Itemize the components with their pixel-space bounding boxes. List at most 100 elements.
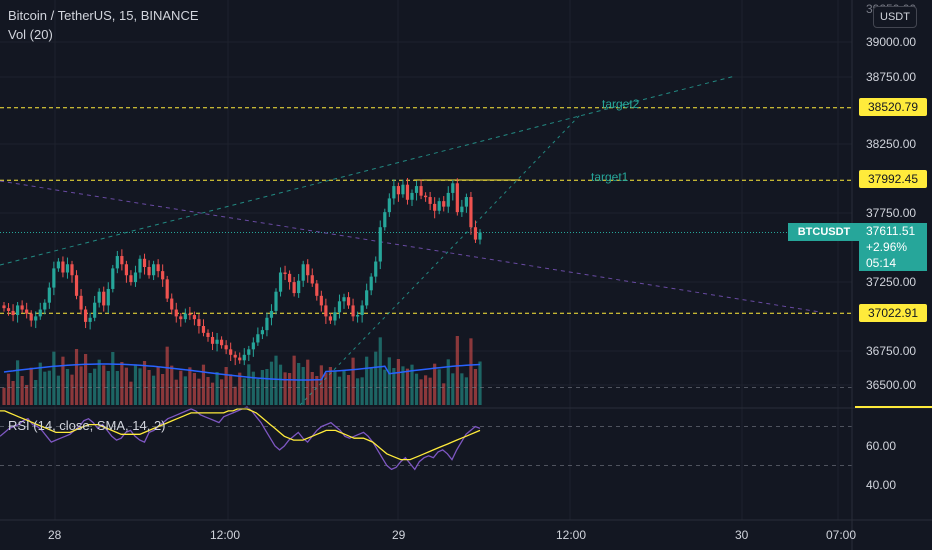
candle-body xyxy=(215,339,219,344)
candle-body xyxy=(442,201,446,207)
volume-bar xyxy=(147,370,151,405)
volume-bar xyxy=(197,378,201,405)
volume-bar xyxy=(460,373,464,405)
volume-bar xyxy=(401,366,405,405)
candle-body xyxy=(197,319,201,327)
volume-bar xyxy=(365,356,369,405)
candle-body xyxy=(278,272,283,292)
price-tick: 37750.00 xyxy=(866,206,917,220)
candle-body xyxy=(2,305,6,309)
target2-price-tag[interactable]: 38520.79 xyxy=(859,98,927,116)
volume-bar xyxy=(192,373,196,405)
candle-body xyxy=(464,197,468,207)
volume-bar xyxy=(337,376,342,405)
candle-body xyxy=(369,276,373,291)
candle-body xyxy=(328,316,332,321)
volume-bar xyxy=(319,365,323,405)
candle-body xyxy=(383,212,387,228)
volume-bar xyxy=(79,366,83,405)
volume-bar xyxy=(179,370,183,405)
candle-body xyxy=(256,334,260,343)
volume-bar xyxy=(129,381,133,405)
volume-bar xyxy=(301,367,305,405)
rsi-line xyxy=(0,406,481,471)
volume-bar xyxy=(464,377,468,405)
candle-body xyxy=(337,301,342,313)
volume-bar xyxy=(455,336,459,405)
candle-body xyxy=(238,357,242,361)
candle-body xyxy=(351,305,355,317)
candle-body xyxy=(70,264,74,276)
candle-body xyxy=(251,342,255,350)
candle-body xyxy=(378,227,382,262)
volume-bar xyxy=(351,357,355,405)
candle-body xyxy=(301,264,305,281)
symbol-price-label: BTCUSDT xyxy=(788,223,860,241)
support-price-tag[interactable]: 37022.91 xyxy=(859,304,927,322)
volume-bar xyxy=(346,375,351,405)
volume-bar xyxy=(446,359,450,405)
volume-bar xyxy=(115,371,119,405)
candle-body xyxy=(84,309,88,322)
volume-bar xyxy=(324,372,328,405)
volume-bar xyxy=(142,361,147,405)
rsi-sma-line xyxy=(0,408,481,461)
candle-body xyxy=(333,312,337,321)
candle-body xyxy=(387,198,391,213)
candle-body xyxy=(29,313,33,321)
volume-bar xyxy=(34,380,38,405)
time-label: 29 xyxy=(392,528,406,542)
volume-bar xyxy=(242,378,246,405)
candle-body xyxy=(156,264,160,272)
candle-body xyxy=(97,291,101,303)
volume-bar xyxy=(328,367,332,405)
volume-bar xyxy=(274,355,278,405)
candle-body xyxy=(93,302,97,318)
volume-bar xyxy=(333,371,337,405)
candle-body xyxy=(34,316,38,321)
rsi-tick: 60.00 xyxy=(866,439,897,453)
target1-price-tag[interactable]: 37992.45 xyxy=(859,170,927,188)
candle-body xyxy=(428,197,432,204)
volume-bar xyxy=(111,352,115,405)
candle-body xyxy=(201,326,206,333)
volume-bar xyxy=(414,373,419,405)
volume-bar xyxy=(52,351,56,405)
candle-body xyxy=(460,206,464,213)
candle-body xyxy=(52,268,56,288)
volume-bar xyxy=(38,362,42,405)
volume-bar xyxy=(120,362,124,405)
target2-annotation[interactable]: target2 xyxy=(602,97,640,111)
currency-button[interactable]: USDT xyxy=(873,6,917,28)
candle-body xyxy=(11,310,15,316)
symbol-title: Bitcoin / TetherUS, 15, BINANCE xyxy=(8,8,199,23)
volume-bar xyxy=(170,365,174,405)
volume-bar xyxy=(156,366,160,405)
projection-line xyxy=(299,114,581,406)
candle-body xyxy=(265,317,269,331)
rsi-indicator-label[interactable]: RSI (14, close, SMA, 14, 2) xyxy=(8,418,166,433)
candle-body xyxy=(16,305,20,316)
candle-body xyxy=(120,256,124,265)
volume-bar xyxy=(369,367,373,405)
candle-body xyxy=(147,267,151,276)
volume-bar xyxy=(451,373,455,405)
candle-body xyxy=(106,288,110,306)
time-label: 07:00 xyxy=(826,528,857,542)
volume-bar xyxy=(437,369,441,405)
candle-body xyxy=(319,295,323,306)
volume-bar xyxy=(396,359,400,405)
volume-bar xyxy=(206,377,210,405)
candle-body xyxy=(61,261,65,273)
candle-body xyxy=(165,279,169,299)
volume-bar xyxy=(138,368,142,405)
candle-body xyxy=(74,275,79,296)
price-change: +2.96% xyxy=(866,240,908,254)
volume-bar xyxy=(224,367,228,405)
volume-bar xyxy=(442,383,446,405)
target1-annotation[interactable]: target1 xyxy=(591,170,629,184)
volume-bar xyxy=(220,379,224,405)
volume-bar xyxy=(56,375,60,405)
candle-body xyxy=(410,192,414,200)
